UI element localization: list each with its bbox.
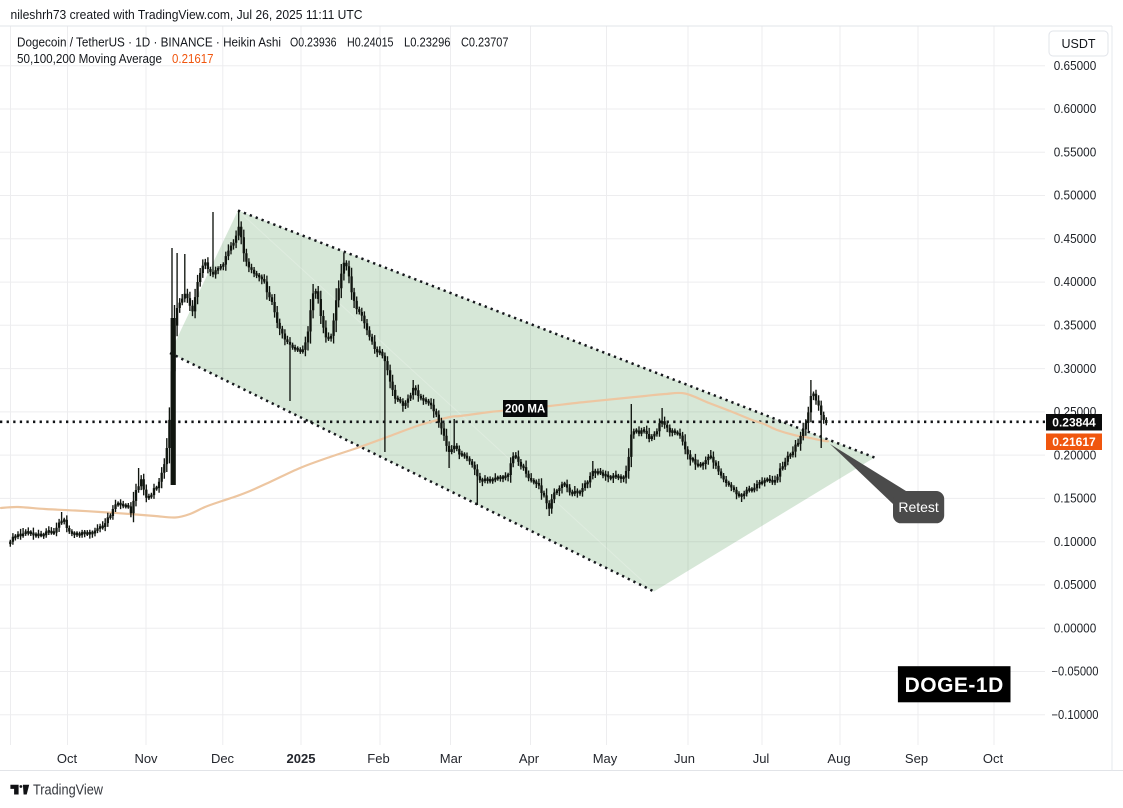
svg-text:−0.05000: −0.05000 bbox=[1052, 665, 1099, 679]
svg-text:0.65000: 0.65000 bbox=[1054, 59, 1097, 73]
svg-text:USDT: USDT bbox=[1061, 37, 1095, 51]
svg-text:0.21617: 0.21617 bbox=[1052, 435, 1096, 449]
svg-text:0.55000: 0.55000 bbox=[1054, 145, 1097, 159]
svg-text:0.21617: 0.21617 bbox=[172, 51, 214, 66]
svg-text:C0.23707: C0.23707 bbox=[461, 34, 509, 49]
svg-text:Jul: Jul bbox=[753, 751, 770, 766]
svg-text:0.15000: 0.15000 bbox=[1054, 492, 1097, 506]
svg-text:0.40000: 0.40000 bbox=[1054, 275, 1097, 289]
svg-text:−0.10000: −0.10000 bbox=[1052, 708, 1099, 722]
svg-text:Oct: Oct bbox=[983, 751, 1004, 766]
svg-text:Nov: Nov bbox=[134, 751, 158, 766]
svg-text:200 MA: 200 MA bbox=[505, 404, 545, 416]
svg-text:0.30000: 0.30000 bbox=[1054, 362, 1097, 376]
svg-text:May: May bbox=[593, 751, 618, 766]
svg-text:H0.24015: H0.24015 bbox=[347, 34, 394, 49]
svg-text:Apr: Apr bbox=[519, 751, 540, 766]
svg-text:TradingView: TradingView bbox=[33, 782, 103, 799]
svg-text:Dec: Dec bbox=[211, 751, 235, 766]
svg-text:Retest: Retest bbox=[898, 499, 939, 515]
svg-text:2025: 2025 bbox=[287, 751, 316, 766]
svg-text:0.10000: 0.10000 bbox=[1054, 535, 1097, 549]
svg-text:Dogecoin / TetherUS · 1D · BIN: Dogecoin / TetherUS · 1D · BINANCE · Hei… bbox=[17, 34, 281, 49]
svg-text:Feb: Feb bbox=[367, 751, 389, 766]
svg-text:0.20000: 0.20000 bbox=[1054, 448, 1097, 462]
svg-text:0.60000: 0.60000 bbox=[1054, 102, 1097, 116]
svg-text:Jun: Jun bbox=[674, 751, 695, 766]
svg-text:0.35000: 0.35000 bbox=[1054, 319, 1097, 333]
svg-text:0.23844: 0.23844 bbox=[1052, 416, 1096, 430]
svg-text:50,100,200 Moving Average: 50,100,200 Moving Average bbox=[17, 51, 162, 66]
svg-text:0.45000: 0.45000 bbox=[1054, 232, 1097, 246]
svg-text:0.05000: 0.05000 bbox=[1054, 578, 1097, 592]
svg-text:L0.23296: L0.23296 bbox=[404, 34, 451, 49]
svg-text:Aug: Aug bbox=[827, 751, 850, 766]
svg-text:DOGE-1D: DOGE-1D bbox=[905, 674, 1004, 697]
svg-text:Sep: Sep bbox=[905, 751, 928, 766]
svg-text:Mar: Mar bbox=[440, 751, 463, 766]
svg-text:O0.23936: O0.23936 bbox=[290, 34, 337, 49]
svg-text:Oct: Oct bbox=[57, 751, 78, 766]
svg-text:0.50000: 0.50000 bbox=[1054, 189, 1097, 203]
svg-text:nileshrh73 created with Tradin: nileshrh73 created with TradingView.com,… bbox=[11, 7, 363, 22]
svg-text:0.00000: 0.00000 bbox=[1054, 621, 1097, 635]
